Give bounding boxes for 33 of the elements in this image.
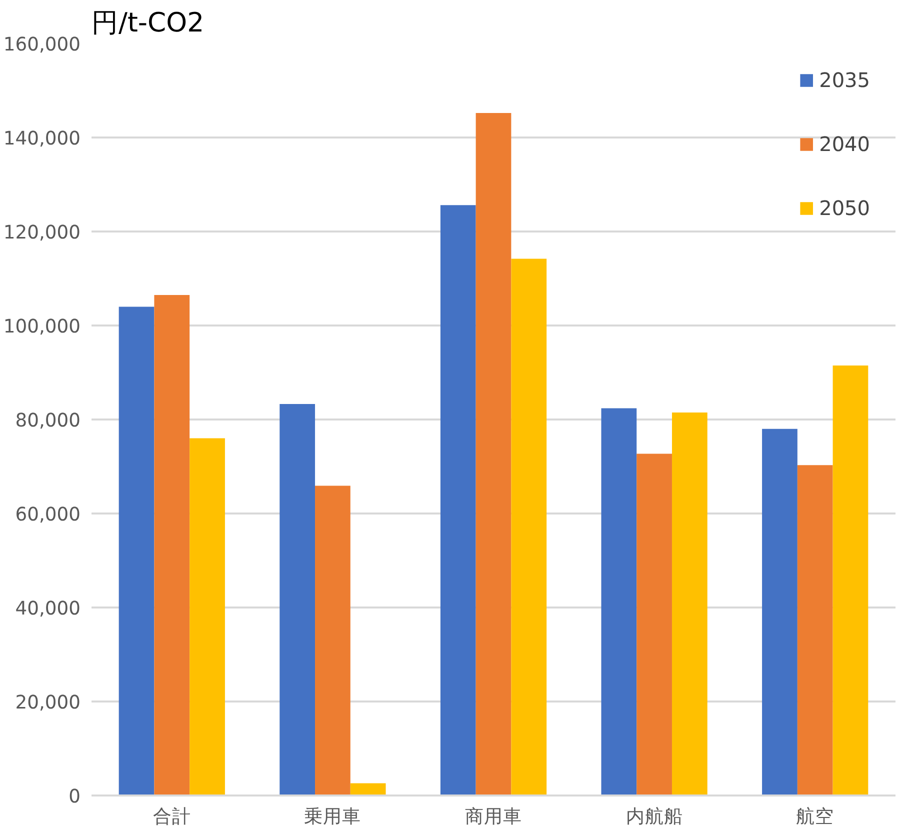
bar xyxy=(118,306,154,796)
x-tick-label: 商用車 xyxy=(465,806,522,828)
bar xyxy=(476,113,512,796)
bar xyxy=(762,428,798,796)
bar xyxy=(280,404,316,796)
x-tick-label: 航空 xyxy=(796,806,834,828)
x-tick-label: 乗用車 xyxy=(304,806,362,828)
y-tick-label: 0 xyxy=(68,786,81,808)
y-tick-label: 100,000 xyxy=(3,316,81,338)
y-tick-label: 140,000 xyxy=(3,128,81,150)
legend-label: 2040 xyxy=(819,132,870,156)
bar xyxy=(440,205,476,796)
y-tick-label: 40,000 xyxy=(15,598,81,620)
y-axis-title: 円/t-CO2 xyxy=(92,8,204,38)
bar xyxy=(190,438,225,796)
x-tick-label: 内航船 xyxy=(626,806,683,828)
legend-label: 2035 xyxy=(819,68,870,92)
y-tick-label: 80,000 xyxy=(15,410,81,432)
bar xyxy=(636,454,672,796)
y-tick-label: 120,000 xyxy=(3,222,81,244)
legend-label: 2050 xyxy=(819,196,870,220)
y-tick-label: 20,000 xyxy=(15,692,81,714)
bar xyxy=(154,294,190,796)
y-tick-label: 60,000 xyxy=(15,504,81,526)
bar xyxy=(672,412,708,796)
x-tick-label: 合計 xyxy=(152,806,191,828)
bar xyxy=(350,783,386,796)
bar xyxy=(511,258,547,796)
y-tick-label: 160,000 xyxy=(3,34,81,56)
bar xyxy=(315,486,350,796)
bar xyxy=(797,465,833,796)
bar xyxy=(601,408,637,796)
bar xyxy=(832,365,868,796)
